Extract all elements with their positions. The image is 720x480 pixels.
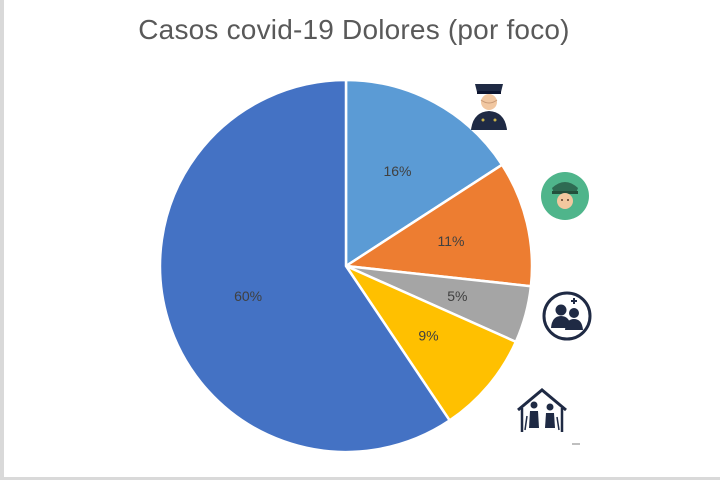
slice-label: 16% — [383, 163, 411, 179]
pie-slice-60pct — [158, 78, 452, 454]
pie-chart: 16% 11% 5% 9% 60% — [158, 78, 592, 454]
pie-slice-11pct — [342, 163, 534, 288]
security-guard-icon — [541, 172, 589, 220]
pie-slice-9pct — [342, 263, 518, 423]
slice-label: 60% — [234, 288, 262, 304]
slice-label: 11% — [437, 233, 464, 249]
slice-label: 9% — [418, 327, 438, 343]
pie-slice-16pct — [344, 78, 504, 269]
slice-label: 5% — [447, 288, 467, 304]
chart-title: Casos covid-19 Dolores (por foco) — [138, 14, 570, 45]
elderly-home-icon — [517, 388, 580, 445]
police-officer-icon — [471, 84, 507, 130]
health-workers-icon — [542, 291, 592, 341]
